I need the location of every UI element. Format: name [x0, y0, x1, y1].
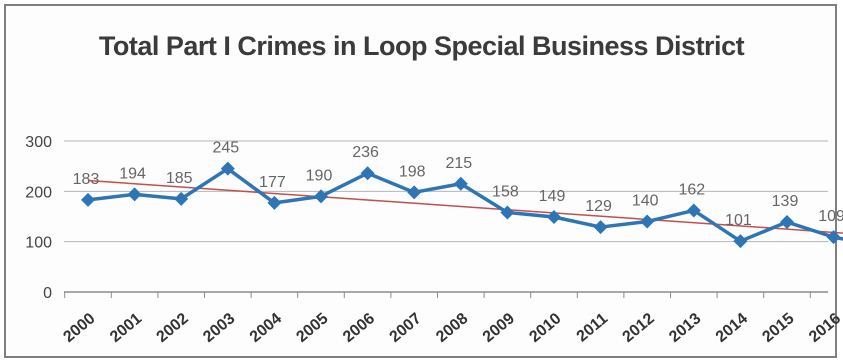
series-line: [87, 166, 843, 243]
x-tick-label: 2002: [154, 310, 192, 346]
y-tick-label: 100: [25, 235, 52, 252]
data-label: 139: [772, 193, 799, 210]
data-label: 129: [585, 198, 612, 215]
data-label: 162: [678, 181, 705, 198]
x-tick-label: 2015: [759, 310, 797, 346]
chart-title: Total Part I Crimes in Loop Special Busi…: [98, 31, 745, 61]
data-point: [500, 205, 515, 220]
data-point: [547, 210, 561, 225]
y-tick-label: 0: [43, 285, 52, 302]
data-label: 245: [212, 140, 239, 157]
data-label: 101: [725, 212, 752, 229]
data-point: [407, 185, 422, 200]
data-point: [640, 214, 655, 229]
x-tick-label: 2004: [247, 310, 285, 346]
x-tick-label: 2006: [340, 310, 378, 346]
data-label: 109: [818, 208, 843, 225]
data-point: [314, 189, 328, 204]
data-point: [360, 166, 375, 181]
data-point: [220, 161, 235, 176]
x-tick-label: 2013: [666, 310, 704, 346]
trendline: [87, 179, 843, 234]
chart-frame: [4, 4, 837, 358]
data-point: [733, 234, 748, 249]
data-point: [174, 191, 189, 206]
x-tick-label: 2012: [620, 310, 658, 346]
x-tick-label: 2000: [60, 310, 98, 346]
data-point: [826, 230, 841, 245]
x-tick-label: 2003: [200, 310, 238, 346]
series-layer: [81, 161, 843, 249]
data-label: 149: [539, 188, 566, 205]
data-label: 177: [259, 174, 286, 191]
data-label: 215: [445, 155, 472, 172]
trendline-layer: [87, 179, 843, 234]
x-tick-label: 2009: [480, 310, 518, 346]
x-tick-label: 2008: [433, 310, 471, 346]
x-tick-label: 2001: [107, 310, 145, 346]
data-point: [81, 192, 95, 207]
y-tick-label: 300: [25, 134, 52, 151]
x-tick-label: 2005: [293, 310, 331, 346]
x-tick-label: 2016: [806, 310, 843, 346]
data-labels: 183 194 185 245 177 190 236 198 215 158 149 129 140 1…: [73, 140, 843, 229]
data-label: 194: [119, 165, 146, 182]
data-point: [127, 187, 142, 202]
x-tick-label: 2007: [387, 310, 425, 346]
data-label: 236: [352, 144, 379, 161]
data-label: 198: [399, 163, 426, 180]
x-tick-label: 2014: [713, 310, 751, 346]
data-point: [593, 220, 608, 235]
data-point: [267, 195, 282, 210]
data-point: [686, 203, 701, 218]
data-point: [780, 215, 794, 230]
x-tick-label: 2011: [574, 310, 612, 345]
data-label: 158: [492, 183, 519, 200]
data-label: 183: [73, 171, 100, 188]
data-label: 190: [306, 167, 333, 184]
data-point: [453, 176, 468, 191]
y-tick-label: 200: [25, 184, 52, 201]
x-tick-label: 2010: [526, 310, 564, 346]
data-label: 140: [632, 193, 659, 210]
data-label: 185: [166, 170, 193, 187]
